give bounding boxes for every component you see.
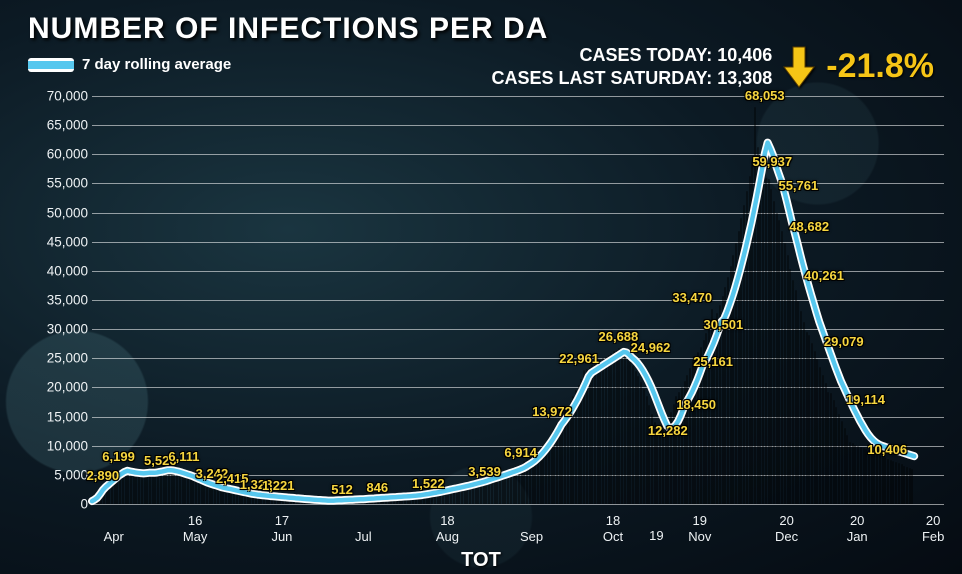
x-tick: 19Nov [688,513,711,544]
data-callout: 25,161 [693,354,733,369]
data-callout: 24,962 [631,340,671,355]
stats-line-today: CASES TODAY: 10,406 [492,44,773,67]
x-tick: 19 [649,528,663,544]
y-tick: 0 [80,497,88,512]
stats-lines: CASES TODAY: 10,406 CASES LAST SATURDAY:… [492,44,773,89]
data-callout: 12,282 [648,423,688,438]
y-tick: 10,000 [47,438,88,453]
data-callout: 6,199 [102,449,135,464]
y-tick: 60,000 [47,147,88,162]
data-callout: 10,406 [867,442,907,457]
y-tick: 5,000 [54,467,88,482]
rolling-average-line [92,96,944,504]
data-callout: 40,261 [804,268,844,283]
x-axis-label: TOT [461,549,501,572]
data-callout: 3,539 [468,464,501,479]
data-callout: 48,682 [789,219,829,234]
chart: 0 5,000 10,000 15,000 20,000 25,000 30,000 35,0… [28,96,944,544]
data-callout: 55,761 [778,178,818,193]
stats-block: CASES TODAY: 10,406 CASES LAST SATURDAY:… [492,44,934,89]
x-tick: 16May [183,513,208,544]
x-axis: Apr 16May 17Jun Jul 18Aug Sep 18Oct 19 19Nov 20De… [92,504,944,544]
data-callout: 33,470 [672,290,712,305]
x-tick: 20Jan [847,513,868,544]
data-callout: 59,937 [752,154,792,169]
legend-swatch [28,58,74,72]
x-tick: 20Feb [922,513,944,544]
y-tick: 70,000 [47,89,88,104]
data-callout: 6,914 [504,445,537,460]
y-tick: 50,000 [47,205,88,220]
y-tick: 45,000 [47,234,88,249]
data-callout: 30,501 [703,317,743,332]
data-callout: 19,114 [846,392,885,407]
y-tick: 15,000 [47,409,88,424]
y-tick: 35,000 [47,293,88,308]
data-callout: 1,221 [262,478,295,493]
x-tick: Sep [520,528,543,544]
y-tick: 20,000 [47,380,88,395]
data-callout: 22,961 [559,351,599,366]
x-tick: 20Dec [775,513,798,544]
y-tick: 55,000 [47,176,88,191]
legend: 7 day rolling average [28,56,231,73]
data-callout: 68,053 [745,88,785,103]
chart-title: NUMBER OF INFECTIONS PER DA [28,12,548,46]
y-tick: 40,000 [47,263,88,278]
x-tick: 17Jun [271,513,292,544]
y-tick: 65,000 [47,118,88,133]
data-callout: 29,079 [824,334,864,349]
data-callout: 6,111 [168,449,199,464]
data-callout: 2,890 [87,468,120,483]
legend-label: 7 day rolling average [82,56,231,73]
data-callout: 512 [331,482,353,497]
data-callout: 18,450 [676,397,716,412]
y-axis: 05,00010,00015,00020,00025,00030,00035,0… [28,96,92,504]
stats-pct: -21.8% [826,47,934,86]
data-callout: 13,972 [532,404,572,419]
x-tick: 18Oct [603,513,623,544]
data-callout: 846 [366,480,388,495]
y-tick: 30,000 [47,322,88,337]
x-tick: Jul [355,528,372,544]
y-tick: 25,000 [47,351,88,366]
stats-line-last-sat: CASES LAST SATURDAY: 13,308 [492,67,773,90]
data-callout: 1,522 [412,476,445,491]
x-tick: Apr [104,528,124,544]
x-tick: 18Aug [436,513,459,544]
arrow-down-icon [782,45,816,89]
